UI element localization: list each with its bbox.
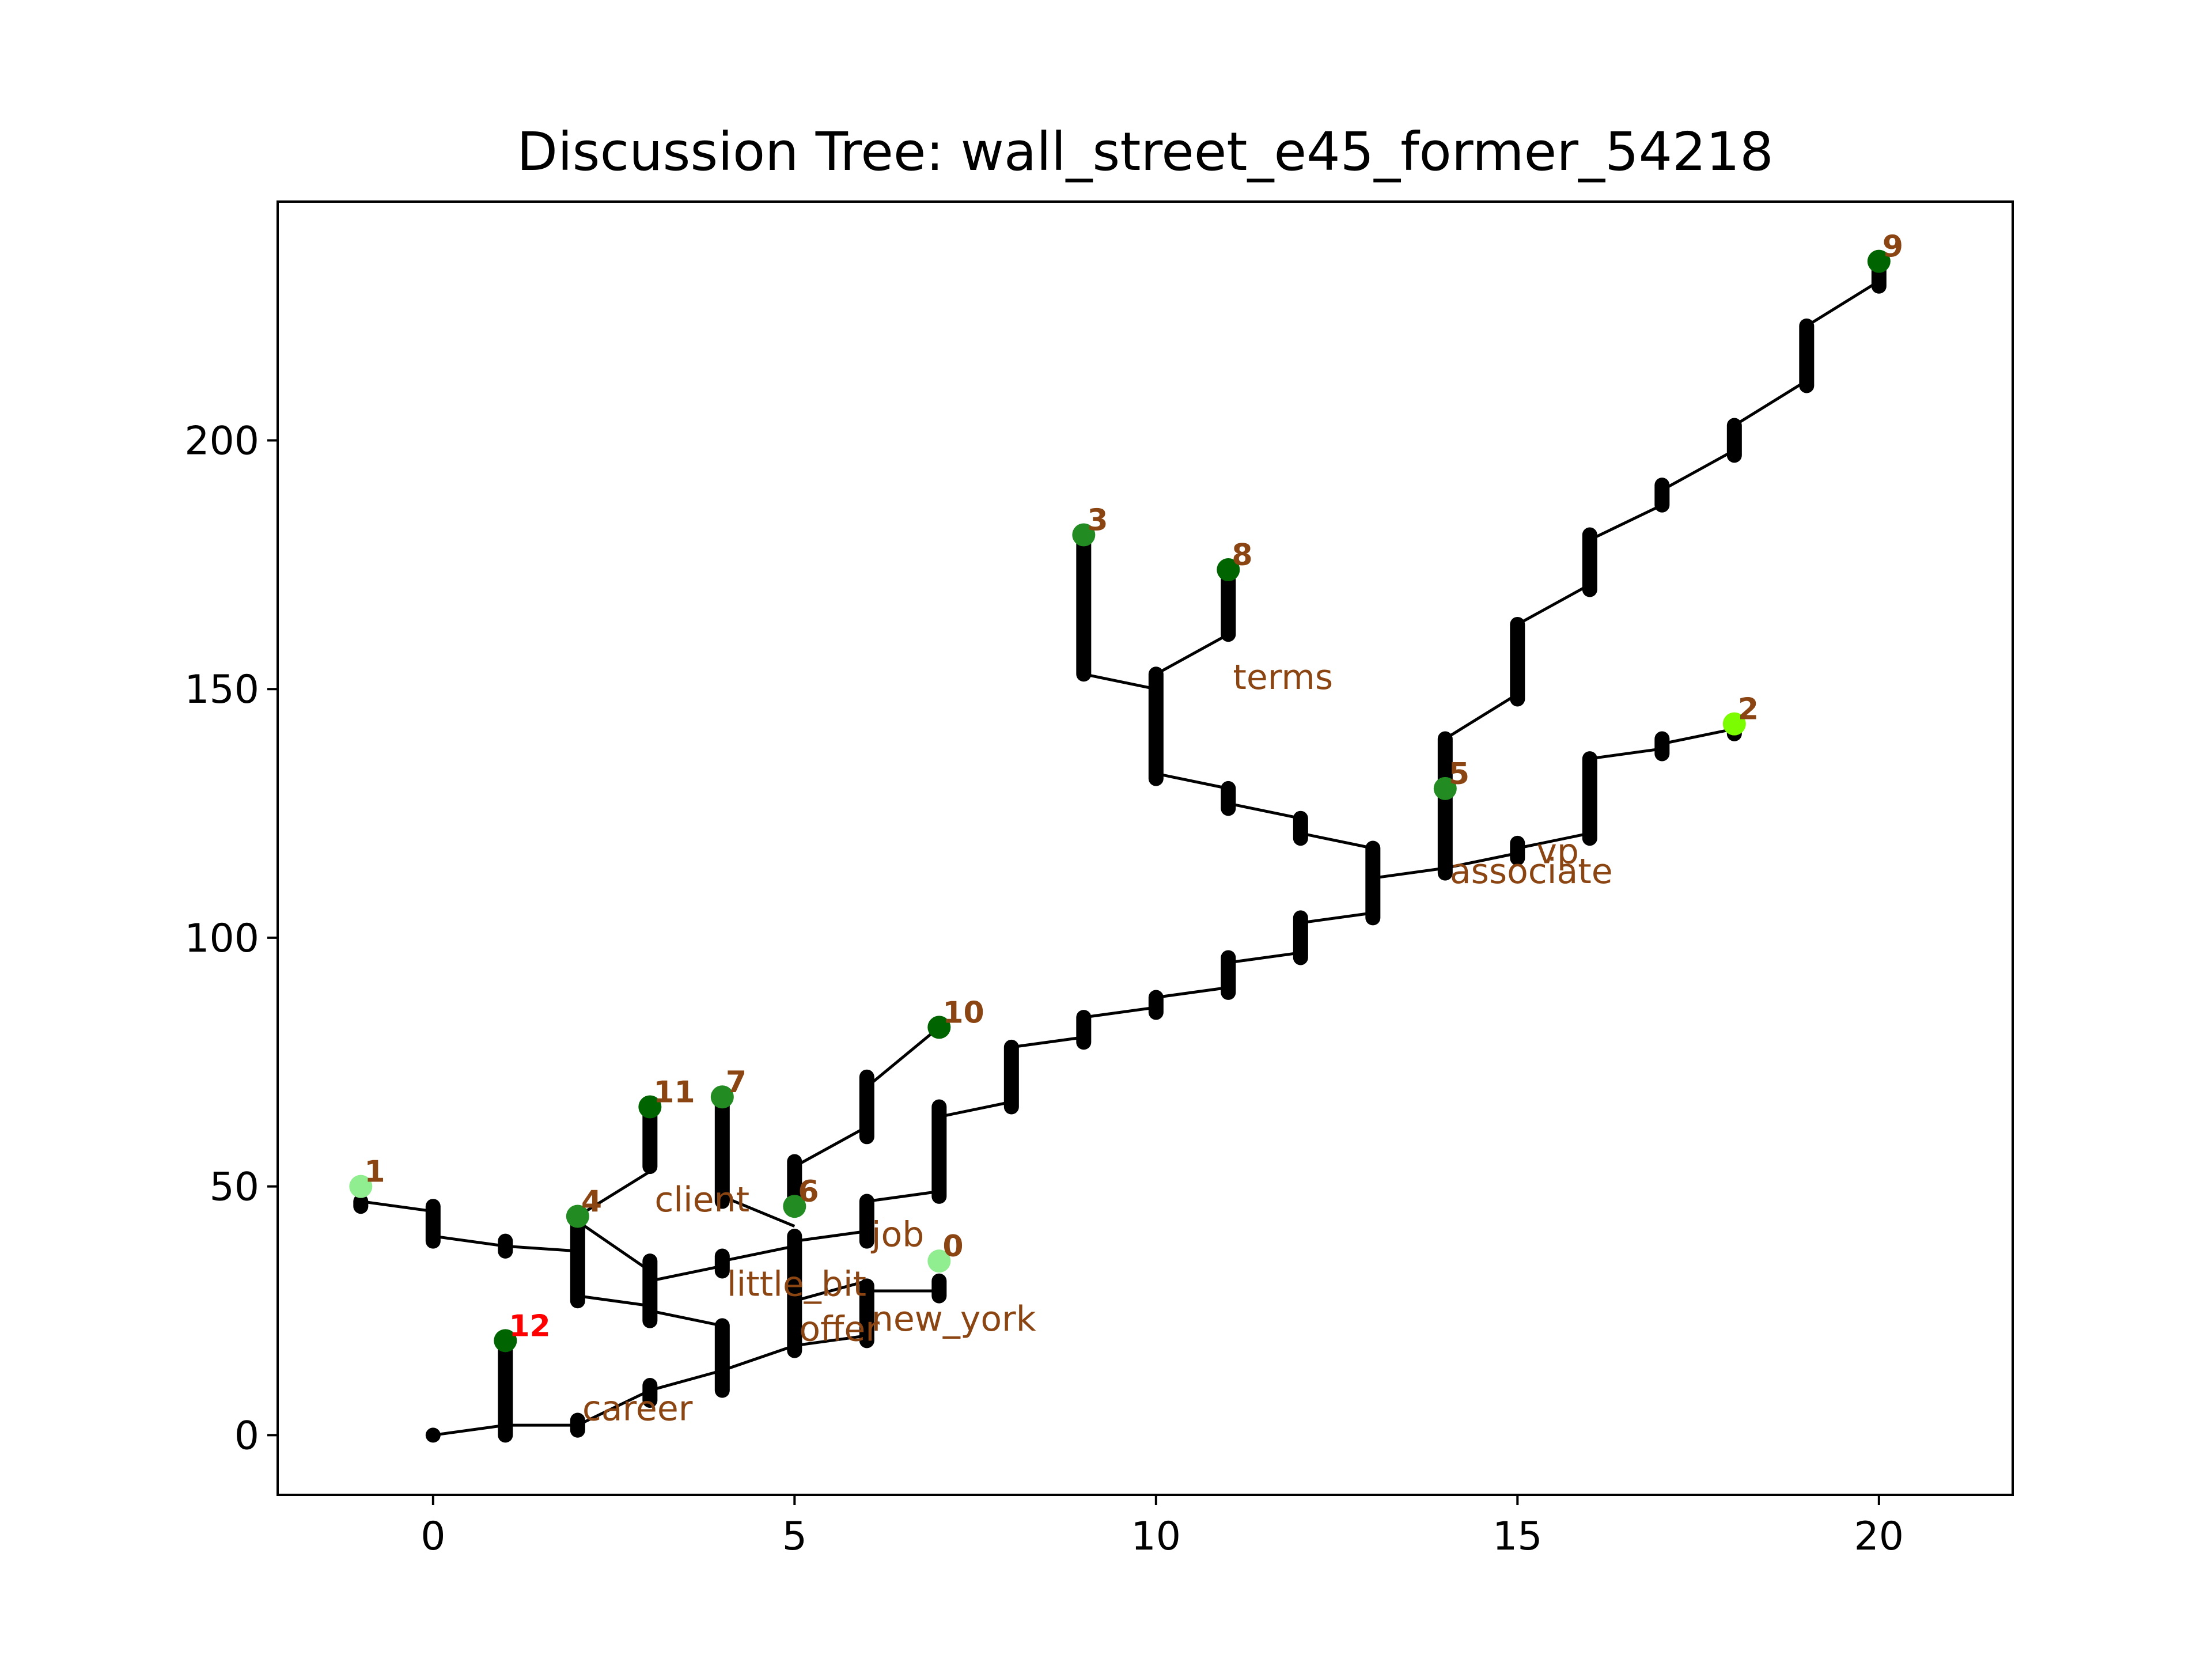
tree-edge-43 [1733, 379, 1808, 427]
annotation-job: job [870, 1214, 924, 1255]
node-point-7 [710, 1085, 734, 1109]
node-label-9: 9 [1883, 230, 1903, 264]
annotation-terms: terms [1233, 657, 1333, 698]
tree-edge-23 [938, 1100, 1012, 1119]
node-label-1: 1 [364, 1155, 385, 1190]
annotation-client: client [654, 1180, 749, 1220]
node-point-8 [1217, 558, 1240, 581]
tree-edge-11 [649, 1264, 723, 1283]
node-point-3 [1072, 523, 1096, 547]
tree-edge-4 [722, 1344, 796, 1372]
x-tick-label-20: 20 [1854, 1514, 1904, 1559]
tree-edge-28 [1300, 911, 1373, 925]
node-label-4: 4 [581, 1184, 602, 1219]
tree-edge-22 [866, 1026, 940, 1088]
tree-edge-38 [1661, 727, 1735, 745]
tree-edge-42 [1661, 449, 1736, 491]
annotation-vp: vp [1536, 831, 1579, 872]
tree-edge-31 [1156, 772, 1229, 790]
node-point-0 [927, 1249, 951, 1273]
node-point-5 [1433, 777, 1457, 800]
y-tick-label-200: 200 [184, 418, 259, 464]
tree-edge-20 [721, 1195, 796, 1228]
annotation-new-york: new_york [872, 1299, 1036, 1339]
annotation-career: career [582, 1388, 693, 1429]
tree-edge-5 [794, 1334, 868, 1347]
tree-edge-13 [794, 1229, 868, 1243]
node-label-5: 5 [1449, 757, 1469, 791]
tree-edge-39 [1444, 692, 1518, 740]
node-point-11 [638, 1095, 662, 1119]
annotation-associate: associate [1450, 851, 1613, 892]
node-point-6 [783, 1195, 806, 1218]
y-tick-label-100: 100 [184, 916, 259, 961]
tree-edge-44 [1806, 280, 1880, 327]
tree-edge-35 [1445, 851, 1518, 870]
tree-edge-21 [794, 1125, 868, 1168]
node-label-7: 7 [726, 1065, 747, 1100]
node-label-10: 10 [942, 995, 984, 1030]
node-point-1 [349, 1175, 373, 1198]
tree-edge-12 [722, 1244, 795, 1263]
tree-edge-2 [577, 1389, 651, 1427]
tree-edge-37 [1589, 747, 1662, 760]
x-tick-label-15: 15 [1493, 1514, 1543, 1559]
x-tick-label-5: 5 [782, 1514, 807, 1559]
node-label-11: 11 [653, 1075, 695, 1110]
node-label-2: 2 [1738, 692, 1759, 727]
tree-edge-41 [1589, 503, 1663, 541]
tree-edge-18 [505, 1244, 578, 1253]
tree-edge-34 [1372, 866, 1446, 880]
tree-edge-33 [1155, 633, 1229, 676]
node-point-9 [1867, 249, 1891, 273]
tree-edge-3 [649, 1369, 723, 1392]
tree-edge-8 [577, 1294, 650, 1308]
node-label-0: 0 [942, 1229, 963, 1264]
y-tick-label-0: 0 [234, 1413, 259, 1459]
tree-edge-40 [1517, 583, 1591, 626]
x-tick-label-10: 10 [1131, 1514, 1181, 1559]
tree-edge-14 [866, 1190, 940, 1203]
x-tick-label-0: 0 [421, 1514, 445, 1559]
tree-edge-24 [1011, 1036, 1084, 1049]
annotation-offer: offer [799, 1309, 880, 1349]
tree-edge-32 [1083, 672, 1157, 691]
node-label-6: 6 [798, 1175, 819, 1209]
node-point-2 [1722, 712, 1746, 736]
chart-title: Discussion Tree: wall_street_e45_former_… [517, 121, 1774, 183]
node-label-12: 12 [509, 1309, 550, 1343]
tree-edge-36 [1517, 832, 1590, 850]
y-tick-label-50: 50 [209, 1165, 259, 1210]
plot-frame [276, 200, 2014, 1496]
tree-edge-27 [1228, 951, 1301, 964]
tree-edge-15 [577, 1220, 651, 1272]
tree-edge-0 [433, 1423, 506, 1437]
y-tick-label-150: 150 [184, 667, 259, 713]
tree-edge-10 [794, 1279, 868, 1302]
tree-edge-29 [1300, 832, 1373, 850]
tree-edge-16 [360, 1200, 434, 1213]
tree-edge-25 [1083, 1006, 1157, 1019]
tree-edge-17 [433, 1234, 506, 1248]
node-label-8: 8 [1232, 538, 1252, 573]
node-point-4 [566, 1205, 589, 1228]
tree-edge-9 [649, 1309, 723, 1327]
tree-edge-19 [577, 1170, 651, 1218]
tree-edge-30 [1228, 802, 1301, 820]
tree-edge-26 [1156, 986, 1229, 999]
annotation-little-bit: little_bit [727, 1264, 866, 1305]
node-label-3: 3 [1087, 503, 1108, 538]
node-point-12 [494, 1329, 517, 1353]
node-point-10 [927, 1016, 951, 1039]
